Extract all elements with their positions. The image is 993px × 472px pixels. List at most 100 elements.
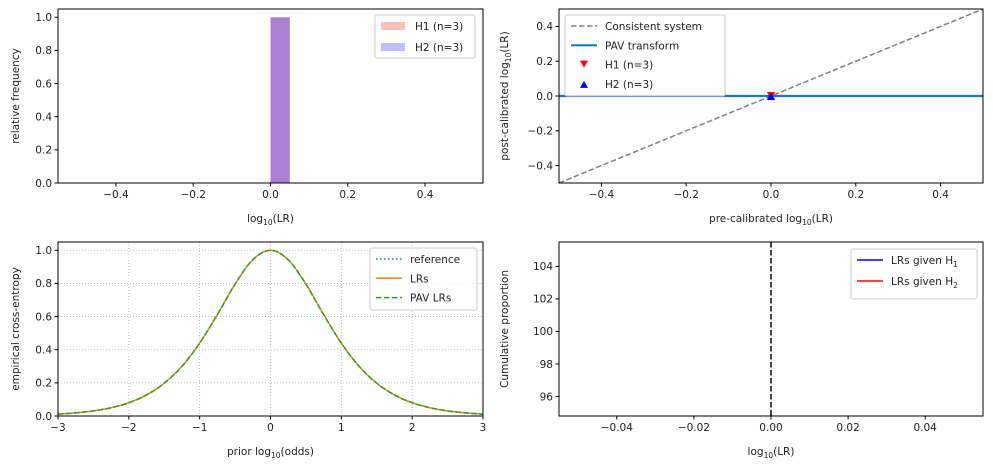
x-tick-label: −2	[121, 422, 136, 434]
legend-box	[850, 248, 978, 300]
x-axis-label: pre-calibrated log10(LR)	[709, 213, 833, 227]
x-tick-label: −0.02	[678, 422, 710, 434]
y-tick-label: −0.4	[528, 160, 554, 172]
legend-box	[564, 14, 726, 97]
legend-entry: Consistent system	[571, 21, 702, 33]
line-pav-lrs	[58, 249, 483, 415]
legend-label-text: LRs given H	[891, 276, 953, 288]
legend-entry: H2 (n=3)	[381, 42, 463, 54]
legend-entry: H1 (n=3)	[381, 21, 463, 33]
x-tick-label: 0.4	[417, 189, 434, 201]
legend-entry: LRs given H2	[857, 276, 958, 290]
legend-entry: reference	[376, 254, 460, 266]
y-axis-label-subscript: 10	[504, 52, 513, 62]
plot-area	[270, 17, 290, 183]
y-tick-label: 0.0	[35, 178, 52, 190]
y-tick-label: 104	[533, 261, 553, 273]
y-tick-label: 100	[533, 326, 553, 338]
legend-entry: LRs	[376, 273, 429, 285]
y-tick-label: −0.2	[528, 126, 554, 138]
x-tick-label: 0.0	[262, 189, 279, 201]
legend-label: H2 (n=3)	[605, 79, 653, 91]
legend-entry: H2 (n=3)	[580, 79, 653, 91]
y-axis-label: post-calibrated log10(LR)	[499, 31, 513, 160]
x-tick-label: 0.04	[913, 422, 937, 434]
y-axis-label: empirical cross-entropy	[10, 267, 22, 391]
legend-label: LRs given H1	[891, 255, 958, 269]
subplot-2: −0.4 −0.2 0.0 0.2 0.4 −0.4 −0.2 0.0 0.2 0.4 pre-ca…	[499, 8, 984, 227]
legend-label: PAV LRs	[410, 293, 451, 305]
y-tick-label: 0.2	[35, 145, 52, 157]
y-tick-label: 0.4	[536, 21, 553, 33]
histogram-bar-h1	[270, 17, 290, 183]
x-axis-label-text-end: (odds)	[281, 446, 314, 458]
x-axis-label-text: prior log	[227, 446, 271, 458]
legend: reference LRs PAV LRs	[369, 247, 478, 311]
y-tick-label: 0.4	[35, 112, 52, 124]
y-axis-label-text-end: (LR)	[499, 31, 511, 52]
legend-label: Consistent system	[605, 21, 702, 33]
x-tick-label: −3	[50, 422, 65, 434]
y-axis-label-text: post-calibrated log	[499, 62, 511, 161]
x-axis-label-subscript: 10	[764, 451, 774, 460]
x-tick-label: 0.2	[847, 189, 864, 201]
y-tick-label: 0.8	[35, 45, 52, 57]
x-tick-label: 0.00	[759, 422, 782, 434]
y-axis-label: relative frequency	[10, 48, 22, 144]
y-tick-label: 0.6	[35, 311, 52, 323]
x-axis-label-text: log	[748, 446, 764, 458]
x-tick-label: −0.4	[103, 189, 129, 201]
legend-entry: PAV LRs	[376, 293, 451, 305]
legend-entry: PAV transform	[571, 40, 679, 52]
x-axis-label-subscript: 10	[263, 218, 273, 227]
x-tick-label: 0.4	[932, 189, 949, 201]
legend-label-text: LRs given H	[891, 255, 953, 267]
x-tick-label: −0.2	[180, 189, 206, 201]
legend-label: LRs given H2	[891, 276, 958, 290]
legend-label: H2 (n=3)	[415, 42, 463, 54]
y-tick-label: 102	[533, 294, 553, 306]
x-axis-label-subscript: 10	[271, 451, 281, 460]
x-tick-label: −0.2	[673, 189, 699, 201]
legend-swatch	[381, 22, 405, 30]
x-tick-label: 3	[480, 422, 487, 434]
legend-entry: H1 (n=3)	[580, 60, 653, 72]
x-tick-label: −0.04	[601, 422, 633, 434]
legend-swatch	[381, 43, 405, 51]
x-axis-label: log10(LR)	[748, 446, 795, 460]
x-axis-label-text: log	[247, 213, 263, 225]
y-tick-label: 0.0	[35, 411, 52, 423]
x-tick-label: 2	[409, 422, 416, 434]
y-tick-label: 0.6	[35, 78, 52, 90]
y-tick-label: 0.4	[35, 345, 52, 357]
x-tick-label: 1	[338, 422, 345, 434]
legend: H1 (n=3) H2 (n=3)	[374, 14, 476, 59]
x-axis-label: prior log10(odds)	[227, 446, 314, 460]
histogram-bar-h2	[270, 17, 290, 183]
x-tick-label: 0.02	[836, 422, 859, 434]
x-axis-label-text-end: (LR)	[812, 213, 833, 225]
legend-marker	[580, 80, 588, 88]
legend-label-subscript: 1	[953, 260, 958, 269]
legend-label-subscript: 2	[953, 281, 958, 290]
subplot-1: −0.4 −0.2 0.0 0.2 0.4 0.0 0.2 0.4 0.6 0.8 1.0 log10…	[10, 8, 484, 227]
legend-label: LRs	[410, 273, 429, 285]
legend-box	[374, 14, 476, 59]
x-axis-label-subscript: 10	[802, 218, 812, 227]
x-tick-label: −1	[192, 422, 207, 434]
legend-label: H1 (n=3)	[605, 60, 653, 72]
x-tick-label: 0.2	[339, 189, 356, 201]
x-axis-label-text-end: (LR)	[273, 213, 294, 225]
legend: Consistent system PAV transform H1 (n=3) H2…	[564, 14, 726, 97]
h2-marker	[767, 93, 775, 100]
y-tick-label: 0.8	[35, 278, 52, 290]
y-axis-label: Cumulative proportion	[499, 270, 511, 388]
x-axis-label: log10(LR)	[247, 213, 294, 227]
x-tick-label: −0.4	[589, 189, 615, 201]
subplot-4: −0.04 −0.02 0.00 0.02 0.049698100102104log10…	[499, 241, 984, 460]
y-tick-label: 1.0	[35, 245, 52, 257]
x-tick-label: 0.0	[763, 189, 780, 201]
y-tick-label: 0.0	[536, 91, 553, 103]
